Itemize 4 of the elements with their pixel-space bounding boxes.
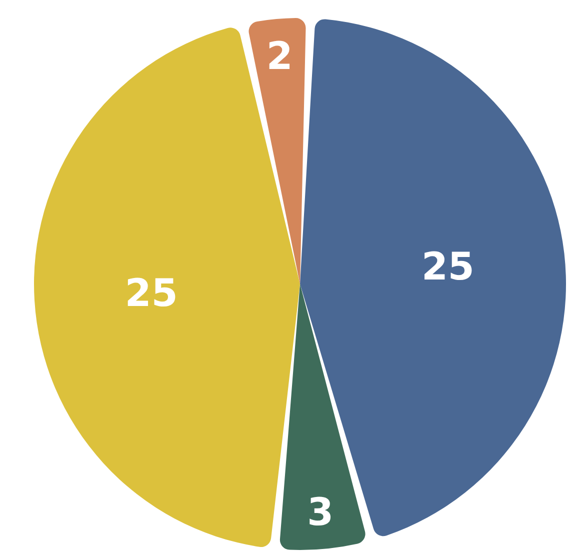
data-label: 25 bbox=[421, 244, 474, 289]
data-label: 2 bbox=[266, 34, 293, 78]
data-label: 25 bbox=[124, 271, 178, 316]
data-label: 3 bbox=[307, 490, 334, 534]
